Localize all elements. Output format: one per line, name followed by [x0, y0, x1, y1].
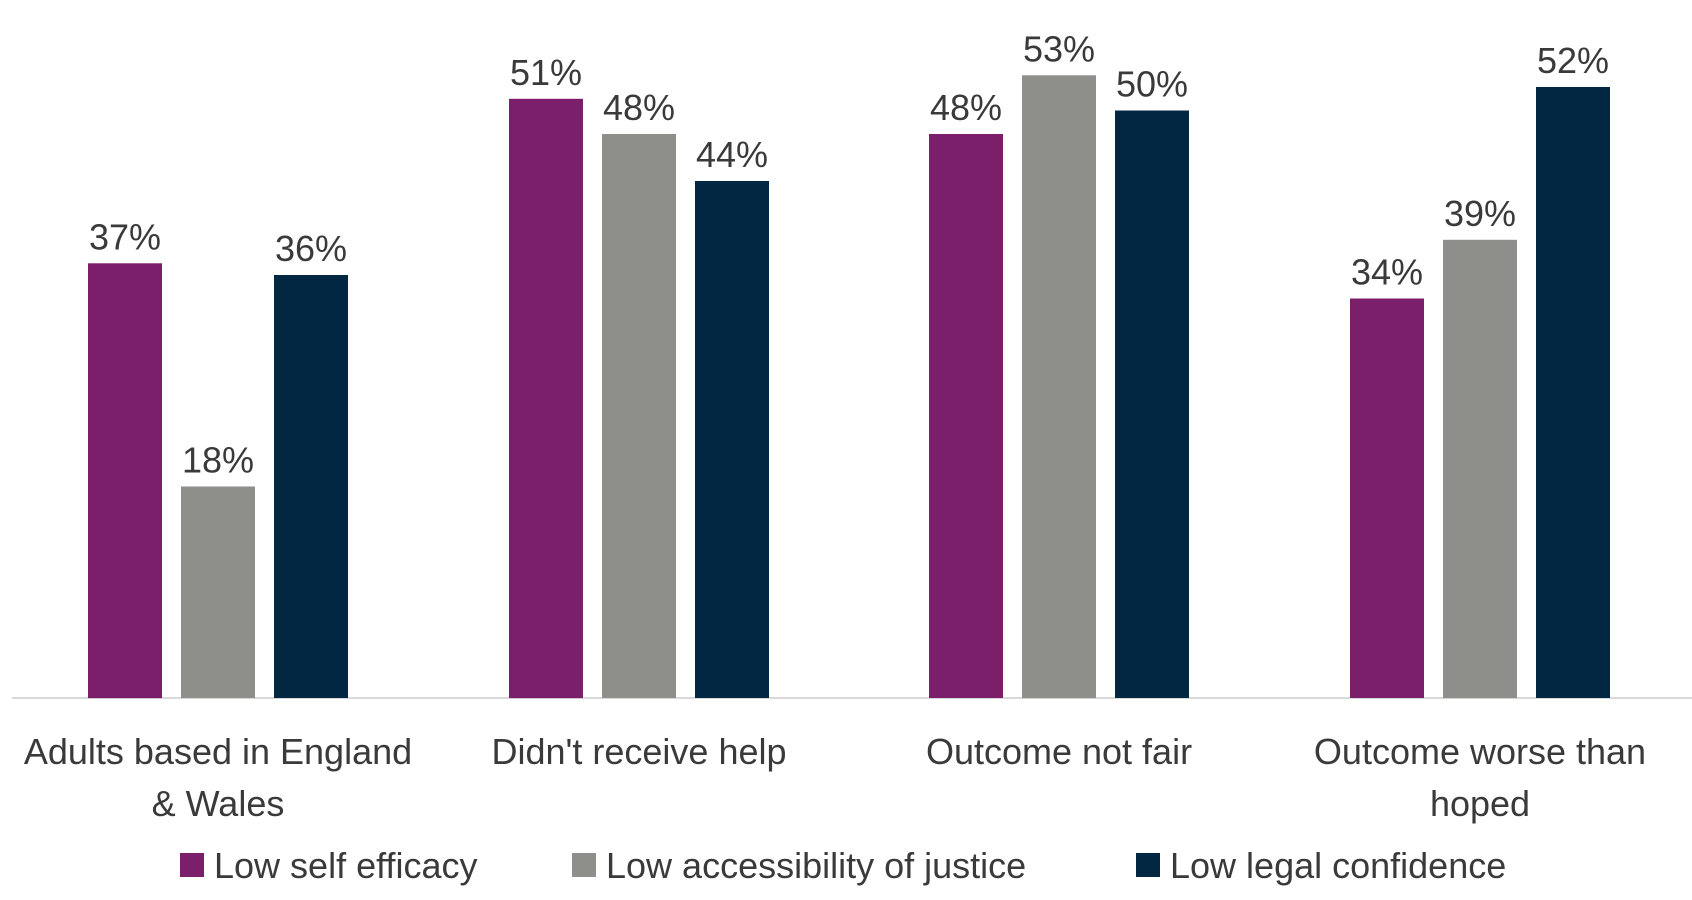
legend-swatch [180, 853, 204, 877]
bar [1536, 87, 1610, 698]
category-label: Outcome worse than [1314, 731, 1646, 772]
bar [274, 275, 348, 698]
data-label: 51% [510, 52, 582, 93]
data-label: 36% [275, 228, 347, 269]
bar [1350, 298, 1424, 698]
bar [509, 98, 583, 699]
legend-label: Low self efficacy [214, 845, 477, 886]
bar [88, 263, 162, 699]
bar [1022, 75, 1096, 699]
data-label: 18% [182, 440, 254, 481]
data-label: 48% [603, 87, 675, 128]
category-label: hoped [1430, 783, 1530, 824]
data-label: 53% [1023, 28, 1095, 69]
data-label: 52% [1537, 40, 1609, 81]
legend-swatch [1136, 853, 1160, 877]
data-labels-layer: 37% 18% 36% 51% 48% 44% 48% 53% 50% 34% 39% 52% [89, 28, 1609, 480]
data-label: 50% [1116, 64, 1188, 105]
data-label: 34% [1351, 252, 1423, 293]
legend-label: Low accessibility of justice [606, 845, 1026, 886]
bar [181, 486, 255, 698]
data-label: 48% [930, 87, 1002, 128]
bars-layer [88, 75, 1610, 699]
data-label: 44% [696, 134, 768, 175]
data-label: 39% [1444, 193, 1516, 234]
bar [695, 181, 769, 698]
bar [1443, 239, 1517, 699]
bar [929, 134, 1003, 698]
category-label: Adults based in England [24, 731, 412, 772]
category-label: & Wales [152, 783, 285, 824]
legend-swatch [572, 853, 596, 877]
category-labels-layer: Adults based in England & Wales Didn't rec… [24, 731, 1646, 824]
legend-label: Low legal confidence [1170, 845, 1506, 886]
bar [602, 134, 676, 698]
bar [1115, 110, 1189, 698]
category-label: Outcome not fair [926, 731, 1192, 772]
legend: Low self efficacy Low accessibility of ju… [180, 845, 1506, 886]
data-label: 37% [89, 216, 161, 257]
category-label: Didn't receive help [491, 731, 786, 772]
